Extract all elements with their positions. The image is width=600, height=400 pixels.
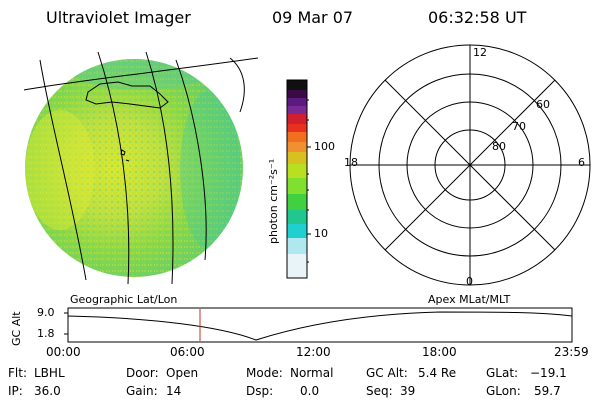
gain-label: Gain: — [126, 384, 158, 398]
mlt-label-12: 12 — [473, 46, 487, 59]
altitude-xtick-1200: 12:00 — [296, 345, 331, 359]
colorbar-unit-label: photon cm⁻²s⁻¹ — [267, 158, 280, 244]
app-title: Ultraviolet Imager — [46, 8, 191, 27]
lat-label-70: 70 — [512, 120, 526, 133]
date-label: 09 Mar 07 — [272, 8, 354, 27]
polar-plot — [349, 44, 591, 286]
gcalt-value: 5.4 Re — [418, 366, 457, 380]
ip-label: IP: — [8, 384, 23, 398]
glon-value: 59.7 — [534, 384, 561, 398]
mlt-label-6: 6 — [578, 156, 585, 169]
mode-value: Normal — [290, 366, 334, 380]
altitude-xtick-0000: 00:00 — [46, 345, 81, 359]
altitude-xtick-0600: 06:00 — [170, 345, 205, 359]
glon-label: GLon: — [486, 384, 521, 398]
colorbar — [286, 79, 311, 279]
lat-label-60: 60 — [536, 98, 550, 111]
dsp-value: 0.0 — [300, 384, 320, 398]
altitude-ylabel: GC Alt — [10, 311, 23, 346]
mode-label: Mode: — [246, 366, 283, 380]
mlt-label-18: 18 — [344, 156, 358, 169]
lat-label-80: 80 — [492, 140, 506, 153]
mlt-label-0: 0 — [466, 275, 473, 288]
ip-value: 36.0 — [34, 384, 61, 398]
door-value: Open — [166, 366, 199, 380]
gcalt-label: GC Alt: — [366, 366, 408, 380]
altitude-plot — [64, 307, 573, 343]
glat-label: GLat: — [486, 366, 519, 380]
door-label: Door: — [126, 366, 159, 380]
colorbar-tick-10: 10 — [314, 227, 328, 240]
filter-value: LBHL — [34, 366, 65, 380]
geographic-label: Geographic Lat/Lon — [70, 293, 178, 306]
altitude-xtick-2359: 23:59 — [554, 345, 589, 359]
glat-value: −19.1 — [530, 366, 567, 380]
dsp-label: Dsp: — [246, 384, 274, 398]
apex-label: Apex MLat/MLT — [428, 293, 511, 306]
earth-image — [23, 51, 259, 285]
altitude-ytick-high: 9.0 — [37, 306, 55, 319]
time-label: 06:32:58 UT — [428, 8, 527, 27]
colorbar-tick-100: 100 — [314, 140, 335, 153]
gain-value: 14 — [166, 384, 182, 398]
seq-value: 39 — [400, 384, 416, 398]
seq-label: Seq: — [366, 384, 393, 398]
altitude-ytick-low: 1.8 — [37, 327, 55, 340]
altitude-xtick-1800: 18:00 — [422, 345, 457, 359]
filter-label: Flt: — [8, 366, 27, 380]
